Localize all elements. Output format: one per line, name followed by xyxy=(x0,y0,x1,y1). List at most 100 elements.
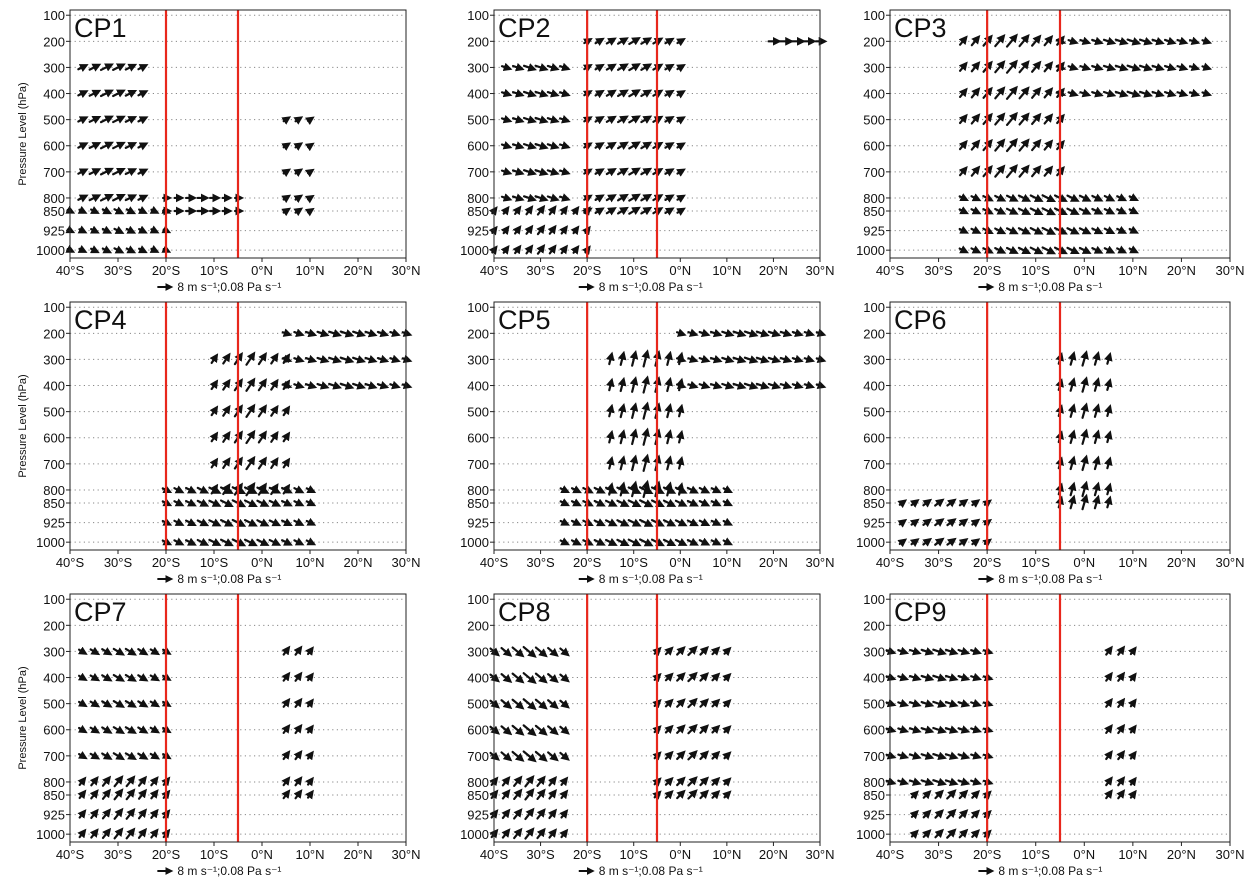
wind-arrow xyxy=(511,115,525,124)
x-tick-label: 20°S xyxy=(152,555,181,570)
y-tick-label: 1000 xyxy=(460,827,489,842)
wind-arrow xyxy=(1091,89,1104,98)
wind-arrow xyxy=(686,537,699,546)
wind-arrow xyxy=(686,518,699,527)
y-tick-label: 850 xyxy=(467,788,489,803)
wind-arrow xyxy=(293,671,303,682)
wind-arrow xyxy=(293,354,305,364)
wind-arrow xyxy=(1092,455,1101,471)
y-tick-label: 200 xyxy=(863,34,885,49)
wind-arrow xyxy=(1138,89,1154,98)
wind-arrow xyxy=(256,498,270,507)
wind-arrow xyxy=(909,518,920,528)
wind-arrow xyxy=(257,352,267,366)
panel-frame xyxy=(889,301,1231,551)
y-tick-label: 850 xyxy=(43,204,65,219)
wind-arrow xyxy=(389,354,401,364)
wind-arrow xyxy=(604,537,618,546)
x-tick-label: 10°S xyxy=(200,263,229,278)
wind-arrow xyxy=(970,193,982,202)
wind-arrow xyxy=(970,829,981,839)
wind-arrow xyxy=(101,775,112,787)
wind-arrow xyxy=(664,194,675,203)
wind-arrow xyxy=(1043,34,1054,47)
wind-arrow xyxy=(944,725,959,734)
wind-arrow xyxy=(722,725,732,735)
y-tick-label: 100 xyxy=(863,8,885,23)
x-tick-label: 20°N xyxy=(759,263,788,278)
wind-arrow xyxy=(293,142,304,151)
wind-arrow xyxy=(946,518,957,527)
wind-arrow xyxy=(970,139,981,151)
wind-arrow xyxy=(732,329,747,338)
y-tick-label: 1000 xyxy=(856,827,885,842)
wind-arrow xyxy=(77,828,87,839)
y-tick-label: 600 xyxy=(467,139,489,154)
reference-vector-label: 8 m s⁻¹;0.08 Pa s⁻¹ xyxy=(177,280,281,294)
wind-arrow xyxy=(77,64,89,72)
wind-arrow xyxy=(559,537,570,546)
x-tick-label: 10°S xyxy=(200,555,229,570)
wind-arrow xyxy=(304,380,318,390)
wind-arrow xyxy=(958,193,969,202)
wind-arrow xyxy=(558,88,571,98)
wind-arrow xyxy=(243,499,258,507)
wind-arrow xyxy=(627,538,642,547)
wind-arrow xyxy=(281,537,293,546)
wind-arrow xyxy=(1104,378,1113,391)
wind-arrow xyxy=(522,193,537,203)
wind-arrow xyxy=(722,646,732,657)
wind-arrow xyxy=(270,457,279,470)
x-tick-label: 20°N xyxy=(343,847,372,862)
wind-arrow xyxy=(293,645,303,656)
wind-arrow xyxy=(196,518,210,527)
wind-arrow xyxy=(662,538,677,546)
wind-arrow xyxy=(546,115,560,124)
wind-arrow xyxy=(676,207,686,216)
wind-arrow xyxy=(281,789,291,800)
wind-arrow xyxy=(1127,789,1137,800)
wind-arrow xyxy=(88,168,102,177)
wind-arrow xyxy=(113,827,124,840)
wind-arrow xyxy=(722,698,732,709)
wind-arrow xyxy=(524,788,535,801)
wind-arrow xyxy=(113,225,125,234)
y-tick-label: 1000 xyxy=(460,243,489,258)
wind-arrow xyxy=(1091,62,1104,72)
wind-arrow xyxy=(522,89,537,98)
wind-arrow xyxy=(125,225,137,234)
wind-arrow xyxy=(721,355,735,364)
wind-arrow xyxy=(639,499,654,508)
wind-arrow xyxy=(328,355,342,364)
wind-arrow xyxy=(946,828,957,839)
wind-arrow xyxy=(173,485,185,494)
wind-arrow xyxy=(77,646,88,655)
wind-arrow xyxy=(137,725,149,734)
wind-arrow xyxy=(137,827,148,839)
y-tick-label: 500 xyxy=(467,697,489,712)
wind-arrow xyxy=(293,207,304,217)
wind-arrow xyxy=(1067,377,1077,392)
wind-arrow xyxy=(687,697,698,709)
wind-arrow xyxy=(920,699,935,708)
wind-arrow xyxy=(137,116,149,125)
wind-arrow xyxy=(1116,225,1128,234)
wind-arrow xyxy=(293,380,305,390)
wind-arrow xyxy=(88,89,102,98)
wind-arrow xyxy=(675,429,685,444)
x-tick-label: 10°S xyxy=(1022,263,1051,278)
y-tick-label: 300 xyxy=(863,644,885,659)
wind-arrow xyxy=(920,647,935,656)
x-tick-label: 0°N xyxy=(251,847,273,862)
y-tick-label: 400 xyxy=(43,379,65,394)
x-tick-label: 10°N xyxy=(295,847,324,862)
wind-arrow xyxy=(605,403,615,418)
wind-arrow xyxy=(932,699,947,708)
wind-arrow xyxy=(1031,165,1042,178)
panel-frame xyxy=(493,593,821,843)
wind-arrow xyxy=(208,498,222,507)
wind-arrow xyxy=(791,354,804,364)
wind-arrow xyxy=(640,206,653,216)
wind-arrow xyxy=(1128,206,1139,215)
wind-arrow xyxy=(698,518,711,526)
